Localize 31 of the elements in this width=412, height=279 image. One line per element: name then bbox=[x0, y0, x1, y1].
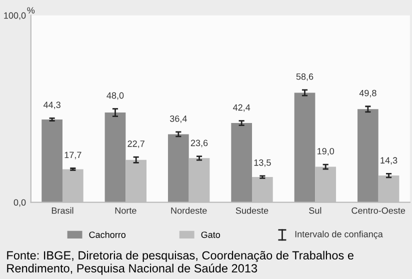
data-label: 22,7 bbox=[128, 140, 144, 148]
data-label: 13,5 bbox=[254, 159, 271, 167]
bar bbox=[168, 134, 189, 202]
data-label: 19,0 bbox=[318, 148, 334, 156]
y-tick-label: 0,0 bbox=[14, 199, 26, 207]
x-tick-label: Sudeste bbox=[236, 207, 268, 214]
x-tick-label: Nordeste bbox=[171, 207, 207, 214]
data-label: 36,4 bbox=[170, 115, 187, 123]
bar bbox=[294, 92, 316, 202]
data-label: 49,8 bbox=[359, 90, 376, 98]
bar bbox=[104, 112, 126, 202]
data-label: 23,6 bbox=[190, 140, 208, 148]
y-axis-title: % bbox=[27, 7, 35, 14]
text: Intervalo de confiança bbox=[295, 230, 383, 240]
source-note: Fonte: IBGE, Diretoria de pesquisas, Coordenação de Trabalhos e Rendimento, Pesquisa Nacional de Saúde 2013 bbox=[7, 250, 354, 275]
data-label: 17,7 bbox=[64, 152, 82, 160]
bar bbox=[231, 123, 252, 202]
data-label: 44,3 bbox=[43, 102, 60, 110]
x-tick-label: Norte bbox=[115, 207, 136, 214]
y-tick-label: 100,0 bbox=[4, 12, 26, 20]
bar bbox=[42, 119, 62, 202]
legend-label: Cachorro bbox=[89, 231, 126, 238]
bar bbox=[358, 109, 378, 202]
x-tick-label: Centro-Oeste bbox=[352, 207, 406, 214]
data-label: 42,4 bbox=[233, 104, 250, 112]
x-tick-label: Brasil bbox=[52, 207, 74, 214]
data-label: 58,6 bbox=[296, 73, 314, 81]
x-tick-label: Sul bbox=[309, 207, 322, 214]
legend-label: Gato bbox=[201, 232, 220, 238]
data-label: 48,0 bbox=[106, 92, 124, 100]
data-label: 14,3 bbox=[380, 157, 398, 165]
